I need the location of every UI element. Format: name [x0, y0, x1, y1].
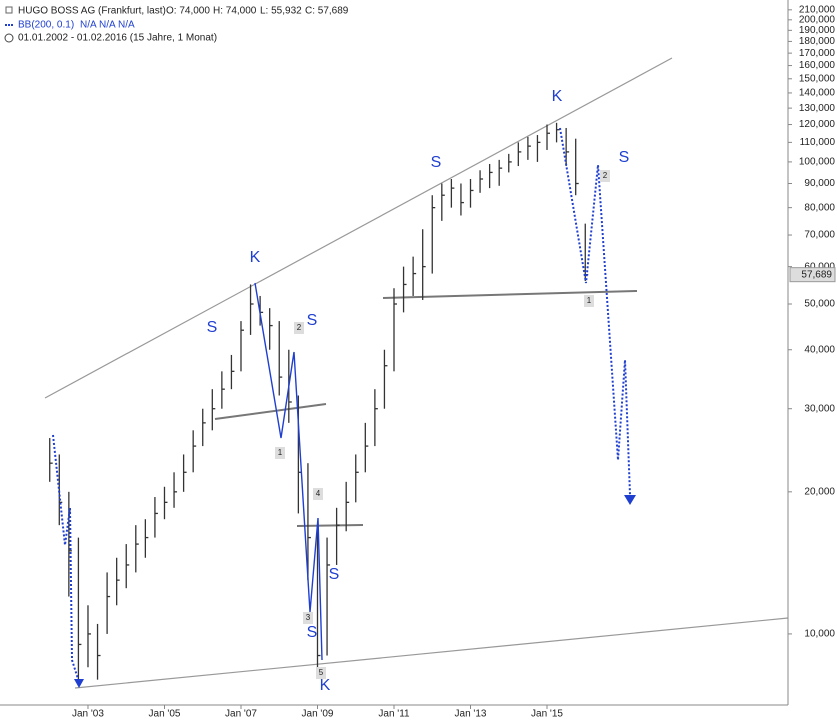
x-tick-label: Jan '03: [72, 709, 104, 720]
y-tick-label: 50,000: [804, 299, 835, 310]
y-tick-label: 20,000: [804, 486, 835, 497]
wave-annotation: S: [307, 624, 318, 641]
y-tick-label: 120,000: [799, 119, 836, 130]
y-tick-label: 110,000: [800, 137, 836, 148]
wave-annotation: K: [250, 249, 261, 266]
y-tick-label: 130,000: [799, 103, 836, 114]
x-tick-label: Jan '07: [225, 709, 257, 720]
y-tick-label: 100,000: [799, 157, 836, 168]
last-price-label: 57,689: [801, 269, 832, 280]
indicator-value: N/A: [99, 20, 116, 31]
wave-paths: [52, 127, 636, 688]
y-tick-label: 10,000: [804, 629, 835, 640]
y-tick-label: 40,000: [804, 344, 835, 355]
y-tick-label: 210,000: [799, 4, 836, 15]
y-tick-label: 160,000: [799, 60, 836, 71]
wave-label: 1: [587, 296, 592, 305]
wave-annotation: S: [619, 149, 630, 166]
wave-label-box: [275, 447, 285, 459]
y-tick-label: 80,000: [804, 202, 835, 213]
wave-annotation: K: [320, 677, 331, 694]
last-price-tag: [789, 267, 836, 283]
y-tick-label: 90,000: [804, 178, 835, 189]
x-tick-label: Jan '15: [531, 709, 563, 720]
x-tick-label: Jan '13: [455, 709, 487, 720]
y-tick-label: 180,000: [799, 36, 836, 47]
ohlc-readout: C: 57,689: [305, 6, 349, 17]
wave-annotation: S: [207, 319, 218, 336]
y-tick-label: 150,000: [799, 73, 836, 84]
wave-annotation: S: [307, 312, 318, 329]
x-tick-label: Jan '11: [378, 709, 410, 720]
wave-annotation: S: [329, 566, 340, 583]
wave-label-box: [294, 322, 304, 334]
wave-label: 2: [297, 323, 302, 332]
ohlc-readout: H: 74,000: [213, 6, 257, 17]
y-tick-label: 140,000: [799, 88, 836, 99]
wave-label: 1: [278, 448, 283, 457]
symbol-icon: [5, 6, 13, 14]
y-tick-label: 170,000: [799, 48, 836, 59]
wave-label: 4: [316, 489, 321, 498]
wave-label-box: [316, 667, 326, 679]
wave-label-box: [600, 170, 610, 182]
indicator-value: N/A: [80, 20, 97, 31]
wave-annotation: K: [552, 88, 563, 105]
date-range: 01.01.2002 - 01.02.2016 (15 Jahre, 1 Mon…: [18, 33, 217, 44]
wave-label-box: [313, 488, 323, 500]
clock-icon: [4, 33, 14, 43]
wave-annotation: S: [431, 154, 442, 171]
indicator-value: N/A: [118, 20, 135, 31]
y-tick-label: 70,000: [804, 230, 835, 241]
indicator-name: BB(200, 0.1): [18, 20, 74, 31]
ohlc-readout: O: 74,000: [166, 6, 210, 17]
wave-label: 5: [319, 668, 324, 677]
x-tick-label: Jan '05: [149, 709, 181, 720]
y-tick-label: 60,000: [804, 261, 835, 272]
ohlc-readout: L: 55,932: [260, 6, 302, 17]
chart-title: HUGO BOSS AG (Frankfurt, last): [18, 6, 166, 17]
x-tick-label: Jan '09: [302, 709, 334, 720]
wave-label: 3: [306, 613, 311, 622]
wave-label: 2: [603, 171, 608, 180]
y-tick-label: 30,000: [804, 403, 835, 414]
wave-label-box: [303, 612, 313, 624]
trendlines: [44, 57, 789, 689]
y-tick-label: 200,000: [799, 14, 836, 25]
y-tick-label: 190,000: [799, 25, 836, 36]
wave-label-box: [584, 295, 594, 307]
